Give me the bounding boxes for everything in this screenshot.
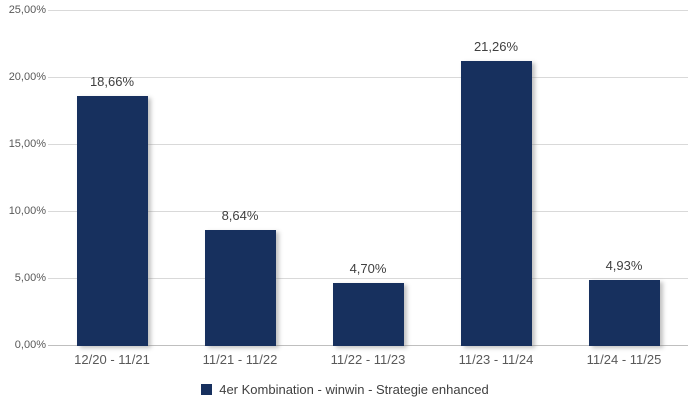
bar (460, 61, 532, 346)
bar (76, 95, 148, 346)
bar-value-label: 4,93% (605, 257, 643, 273)
gridline (48, 77, 688, 78)
bar (588, 279, 660, 346)
bar (204, 230, 276, 346)
bar-value-label: 4,70% (349, 261, 387, 277)
x-tick-label: 12/20 - 11/21 (74, 352, 150, 367)
legend: 4er Kombination - winwin - Strategie enh… (0, 382, 690, 397)
gridline (48, 10, 688, 11)
x-tick-label: 11/21 - 11/22 (202, 352, 278, 367)
y-tick-label: 5,00% (14, 272, 46, 284)
gridline (48, 278, 688, 279)
y-tick-label: 0,00% (14, 339, 46, 351)
gridline (48, 211, 688, 212)
x-tick-label: 11/23 - 11/24 (458, 352, 534, 367)
bar-value-label: 8,64% (221, 208, 259, 224)
bar (332, 283, 404, 346)
legend-swatch-icon (201, 384, 213, 395)
y-tick-label: 10,00% (8, 205, 46, 217)
legend-label: 4er Kombination - winwin - Strategie enh… (219, 382, 489, 397)
bar-value-label: 18,66% (89, 73, 135, 89)
x-tick-label: 11/22 - 11/23 (330, 352, 406, 367)
x-tick-label: 11/24 - 11/25 (586, 352, 662, 367)
bar-value-label: 21,26% (473, 39, 519, 55)
gridline (48, 144, 688, 145)
y-tick-label: 15,00% (8, 138, 46, 150)
y-tick-label: 20,00% (8, 71, 46, 83)
y-tick-label: 25,00% (8, 4, 46, 16)
